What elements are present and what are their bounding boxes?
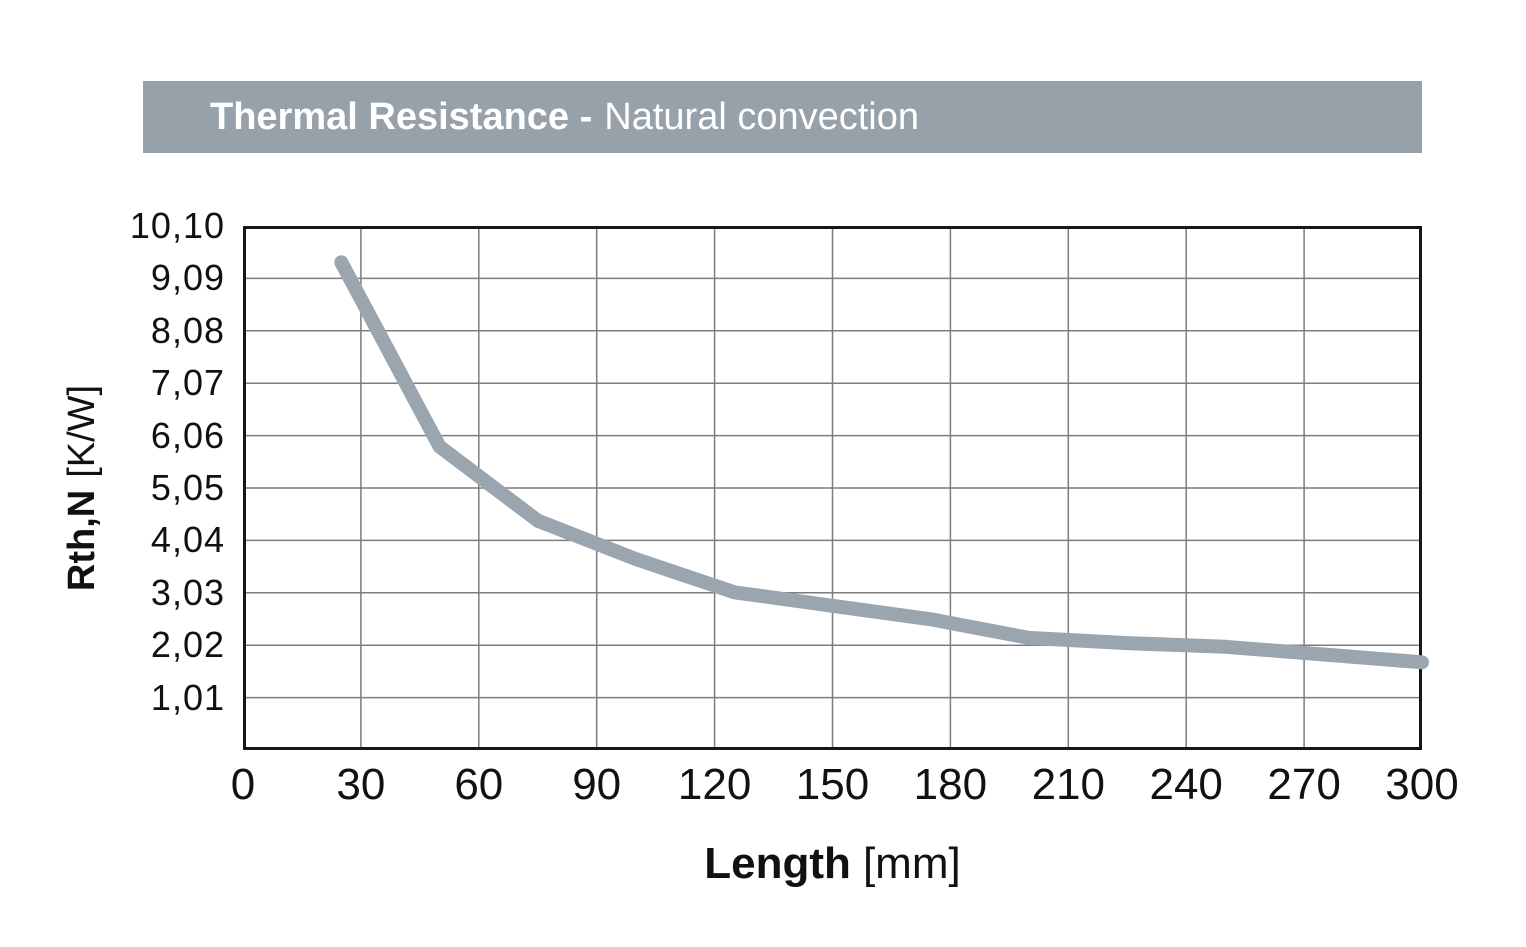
x-tick-label: 210 — [1031, 760, 1105, 809]
y-tick-label: 4,04 — [150, 519, 225, 561]
y-tick-label: 9,09 — [150, 257, 225, 299]
chart-title-sub: Natural convection — [604, 96, 919, 138]
x-tick-label: 300 — [1385, 760, 1459, 809]
chart-title-bar: Thermal Resistance - Natural convection — [143, 81, 1422, 153]
y-tick-label: 1,01 — [150, 676, 225, 718]
x-tick-label: 30 — [336, 760, 386, 809]
y-tick-label: 8,08 — [150, 309, 225, 351]
x-tick-label: 90 — [572, 760, 622, 809]
y-tick-label: 2,02 — [150, 624, 225, 666]
y-tick-label: 3,03 — [150, 571, 225, 613]
y-tick-label: 6,06 — [150, 414, 225, 456]
x-axis-title-unit: [mm] — [862, 839, 961, 888]
x-axis-title: Length [mm] — [243, 838, 1422, 890]
plot-svg — [243, 226, 1429, 750]
x-tick-label: 120 — [677, 760, 752, 809]
x-tick-label: 150 — [795, 760, 870, 809]
x-tick-label: 180 — [913, 760, 988, 809]
y-tick-label: 5,05 — [150, 467, 225, 508]
x-tick-label: 240 — [1149, 760, 1223, 809]
chart-title-main: Thermal Resistance - — [210, 96, 593, 138]
x-tick-label: 60 — [454, 760, 504, 809]
y-tick-label: 10,10 — [129, 205, 225, 246]
data-line — [334, 255, 1429, 670]
plot-area — [243, 226, 1429, 750]
x-tick-label: 0 — [230, 760, 256, 809]
x-tick-label: 270 — [1267, 760, 1341, 809]
plot-frame — [243, 226, 1422, 750]
y-tick-label: 7,07 — [150, 362, 225, 404]
x-axis-title-name: Length — [704, 839, 851, 888]
